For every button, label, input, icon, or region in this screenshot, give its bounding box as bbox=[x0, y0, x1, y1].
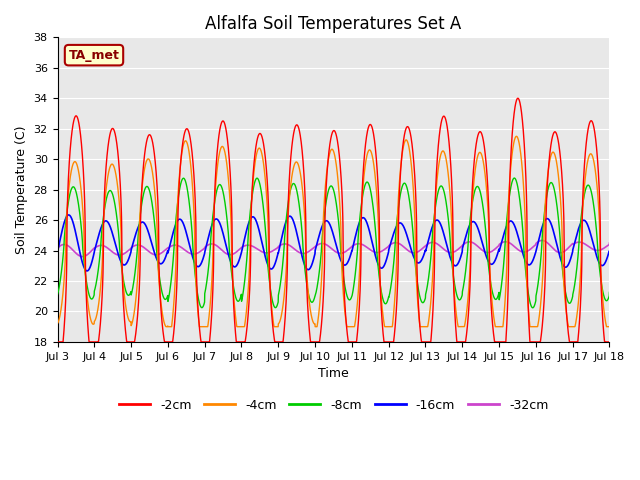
Line: -8cm: -8cm bbox=[58, 178, 609, 308]
-4cm bbox=[605, 324, 613, 330]
-8cm bbox=[116, 254, 124, 260]
Text: TA_met: TA_met bbox=[68, 48, 120, 61]
-4cm bbox=[54, 321, 61, 326]
Legend: -2cm, -4cm, -8cm, -16cm, -32cm: -2cm, -4cm, -8cm, -16cm, -32cm bbox=[114, 394, 554, 417]
-2cm bbox=[605, 339, 613, 345]
-2cm bbox=[595, 177, 603, 182]
-4cm bbox=[163, 324, 170, 330]
-32cm bbox=[289, 245, 297, 251]
-32cm bbox=[538, 238, 546, 243]
Y-axis label: Soil Temperature (C): Soil Temperature (C) bbox=[15, 125, 28, 254]
-32cm bbox=[605, 240, 613, 246]
-32cm bbox=[595, 247, 603, 253]
-2cm bbox=[536, 339, 543, 345]
-8cm bbox=[511, 175, 518, 181]
X-axis label: Time: Time bbox=[318, 367, 349, 380]
-8cm bbox=[536, 269, 543, 275]
-32cm bbox=[150, 252, 157, 257]
-8cm bbox=[529, 305, 536, 311]
-4cm bbox=[536, 312, 543, 317]
-8cm bbox=[54, 291, 61, 297]
-16cm bbox=[117, 259, 125, 264]
-2cm bbox=[289, 134, 297, 140]
-16cm bbox=[595, 259, 603, 265]
-16cm bbox=[65, 212, 72, 218]
-16cm bbox=[266, 265, 273, 271]
Line: -16cm: -16cm bbox=[58, 215, 609, 271]
-32cm bbox=[54, 245, 61, 251]
Title: Alfalfa Soil Temperatures Set A: Alfalfa Soil Temperatures Set A bbox=[205, 15, 461, 33]
-2cm bbox=[266, 247, 273, 252]
-8cm bbox=[266, 276, 273, 282]
-4cm bbox=[116, 217, 124, 223]
-16cm bbox=[54, 249, 61, 255]
-32cm bbox=[117, 252, 125, 258]
-16cm bbox=[150, 247, 157, 253]
-2cm bbox=[514, 96, 522, 101]
-2cm bbox=[54, 339, 61, 345]
-8cm bbox=[149, 209, 157, 215]
-16cm bbox=[605, 248, 613, 254]
-16cm bbox=[83, 268, 91, 274]
-16cm bbox=[290, 218, 298, 224]
-8cm bbox=[289, 181, 297, 187]
-2cm bbox=[116, 186, 124, 192]
Line: -2cm: -2cm bbox=[58, 98, 609, 342]
-2cm bbox=[149, 143, 157, 149]
-4cm bbox=[149, 175, 157, 180]
-8cm bbox=[605, 289, 613, 295]
-16cm bbox=[536, 234, 543, 240]
-32cm bbox=[266, 250, 273, 255]
-4cm bbox=[513, 133, 520, 139]
-32cm bbox=[536, 238, 543, 244]
Line: -32cm: -32cm bbox=[58, 240, 609, 257]
-8cm bbox=[595, 261, 603, 266]
-4cm bbox=[595, 210, 603, 216]
-32cm bbox=[79, 254, 86, 260]
-4cm bbox=[289, 166, 297, 171]
Line: -4cm: -4cm bbox=[58, 136, 609, 327]
-4cm bbox=[266, 271, 273, 277]
